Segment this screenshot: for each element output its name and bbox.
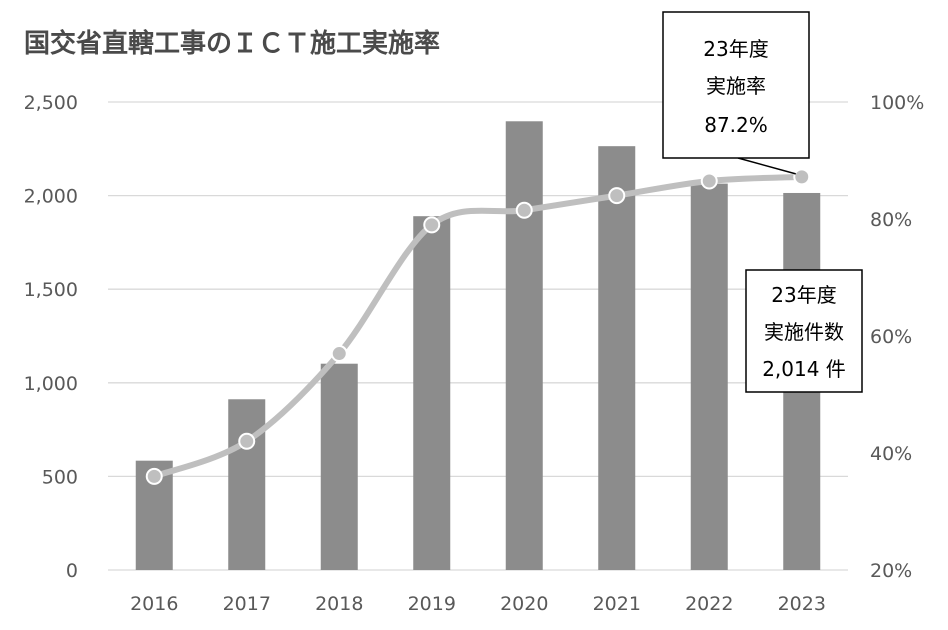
left-axis-tick-label: 2,500 [24, 92, 78, 114]
right-axis-tick-label: 40% [870, 443, 912, 465]
rate-callout-line-2: 実施率 [706, 74, 766, 98]
grid-lines [108, 101, 848, 571]
left-axis-tick-label: 1,000 [24, 373, 78, 395]
count-callout-line-3: 2,014 件 [762, 357, 846, 381]
rate-line [151, 173, 805, 480]
x-axis-tick-label: 2023 [778, 593, 826, 615]
rate-point-2022 [700, 172, 718, 190]
x-axis-ticks: 2016 2017 2018 2019 2020 2021 2022 2023 [130, 593, 826, 615]
bar-2021 [598, 146, 636, 570]
left-axis-tick-label: 1,500 [24, 279, 78, 301]
count-callout-box [745, 269, 863, 393]
right-axis-tick-label: 20% [870, 560, 912, 582]
x-axis-tick-label: 2020 [500, 593, 548, 615]
right-axis-tick-label: 60% [870, 326, 912, 348]
x-axis-tick-label: 2021 [593, 593, 641, 615]
right-axis-tick-label: 100% [870, 92, 924, 114]
left-axis-tick-label: 500 [42, 466, 78, 488]
count-callout: 23年度 実施件数 2,014 件 [745, 269, 863, 393]
rate-point-2020 [515, 201, 533, 219]
bar-2017 [228, 399, 266, 570]
rate-callout-box [662, 11, 810, 159]
left-axis-tick-label: 2,000 [24, 186, 78, 208]
right-axis-tick-label: 80% [870, 209, 912, 231]
bar-2022 [690, 183, 728, 570]
rate-callout-line-3: 87.2% [704, 113, 768, 137]
count-callout-line-2: 実施件数 [764, 320, 844, 344]
left-axis-ticks: 0 500 1,000 1,500 2,000 2,500 [24, 92, 78, 582]
x-axis-tick-label: 2017 [223, 593, 271, 615]
rate-point-2016 [145, 467, 163, 485]
rate-point-2021 [608, 187, 626, 205]
rate-point-2023 [793, 168, 811, 186]
count-callout-line-1: 23年度 [771, 283, 836, 307]
rate-callout-leader [737, 157, 796, 175]
rate-point-2017 [238, 432, 256, 450]
bar-2019 [413, 216, 451, 570]
rate-line-series [145, 168, 811, 485]
rate-point-2019 [423, 216, 441, 234]
left-axis-tick-label: 0 [66, 560, 78, 582]
chart-title: 国交省直轄工事のＩＣＴ施工実施率 [24, 28, 440, 59]
right-axis-ticks: 20% 40% 60% 80% 100% [870, 92, 924, 582]
x-axis-tick-label: 2022 [685, 593, 733, 615]
bar-2018 [320, 363, 358, 570]
rate-point-2018 [330, 345, 348, 363]
x-axis-tick-label: 2019 [408, 593, 456, 615]
bar-series [135, 121, 821, 571]
x-axis-tick-label: 2016 [130, 593, 178, 615]
rate-callout: 23年度 実施率 87.2% [662, 11, 810, 159]
rate-callout-line-1: 23年度 [703, 37, 768, 61]
x-axis-tick-label: 2018 [315, 593, 363, 615]
bar-2020 [505, 121, 543, 570]
